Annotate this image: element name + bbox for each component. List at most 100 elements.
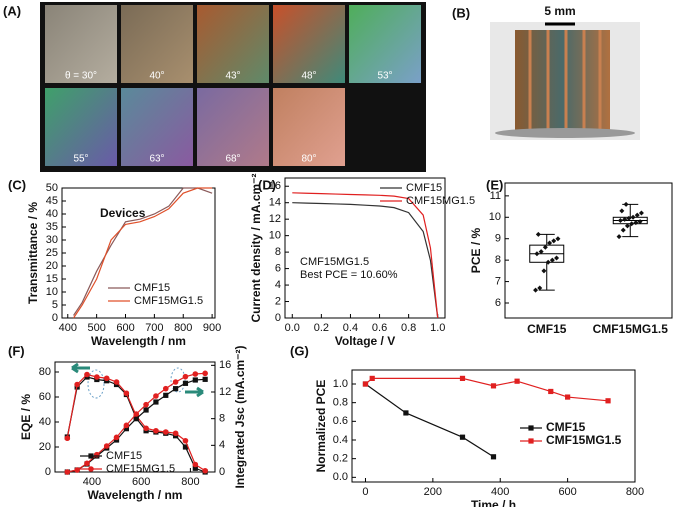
- point: [459, 375, 466, 381]
- point: [123, 390, 130, 397]
- panel-label: (D): [258, 177, 276, 192]
- point: [542, 244, 548, 250]
- point: [541, 268, 547, 274]
- point: [403, 410, 409, 416]
- point: [623, 201, 629, 207]
- point: [617, 218, 623, 223]
- point: [64, 435, 71, 442]
- highlight: [170, 367, 186, 393]
- point: [182, 437, 189, 444]
- arrow-right: [185, 386, 204, 398]
- point: [172, 430, 179, 437]
- photo-tile: [197, 88, 269, 166]
- x-tick-label: 800: [174, 322, 192, 334]
- x-tick-label: CMF15MG1.5: [593, 322, 669, 336]
- photo-tile: [349, 5, 421, 83]
- point: [547, 240, 553, 246]
- point: [143, 407, 149, 413]
- arrow-left: [71, 362, 90, 374]
- point: [84, 460, 90, 467]
- point: [626, 215, 632, 221]
- point: [629, 221, 635, 227]
- stripes: [528, 30, 602, 130]
- y-tick-label: 7: [495, 275, 501, 287]
- y2-tick-label: 4: [219, 439, 225, 451]
- legend-label: CMF15MG1.5: [106, 463, 175, 475]
- y-tick-label: 35: [46, 221, 58, 233]
- y-tick-label: 0.0: [333, 471, 348, 483]
- point: [163, 392, 169, 398]
- y-axis-label: EQE / %: [19, 394, 33, 440]
- y-tick-label: 20: [46, 260, 58, 272]
- x-tick-label: 200: [424, 486, 442, 498]
- angle-label: 63°: [149, 154, 164, 165]
- point: [533, 287, 539, 293]
- substrate: [495, 128, 635, 138]
- point: [74, 381, 80, 388]
- y2-tick-label: 0: [219, 466, 225, 478]
- legend-marker: [528, 425, 534, 431]
- point: [362, 381, 369, 387]
- annotation: Devices: [100, 206, 146, 220]
- series-line: [292, 202, 439, 319]
- point: [123, 422, 130, 429]
- x-tick-label: 700: [145, 322, 163, 334]
- panel-label: (A): [3, 3, 21, 18]
- point: [605, 398, 611, 404]
- point: [123, 426, 129, 432]
- point: [637, 219, 643, 225]
- photo-tile: [45, 88, 117, 166]
- panel-label: (F): [8, 343, 25, 358]
- point: [202, 467, 208, 474]
- y-tick-label: 8: [275, 246, 281, 258]
- point: [624, 223, 630, 229]
- point: [490, 383, 497, 389]
- x-tick-label: 600: [558, 486, 576, 498]
- x-tick-label: 0.0: [285, 322, 300, 334]
- point: [182, 444, 189, 450]
- x-tick-label: 800: [181, 476, 199, 488]
- point: [74, 467, 80, 473]
- point: [565, 394, 571, 400]
- point: [133, 416, 139, 422]
- point: [133, 411, 140, 417]
- point: [622, 216, 628, 222]
- x-tick-label: 0.8: [401, 322, 416, 334]
- point: [143, 425, 149, 432]
- series-line: [365, 383, 494, 458]
- point: [538, 249, 544, 255]
- y-axis-label: Current density / mA.cm⁻²: [249, 173, 263, 322]
- point: [619, 208, 625, 214]
- point: [630, 214, 636, 220]
- y-tick-label: 14: [269, 197, 281, 209]
- y-tick-label: 0.8: [333, 397, 348, 409]
- y-tick-label: 16: [269, 180, 281, 192]
- y-tick-label: 9: [495, 233, 501, 245]
- y-tick-label: 60: [39, 391, 51, 403]
- legend-label: CMF15: [106, 450, 142, 462]
- series-line: [73, 187, 213, 319]
- point: [192, 371, 199, 377]
- y-tick-label: 2: [275, 295, 281, 307]
- point: [192, 465, 198, 471]
- y-tick-label: 0: [45, 466, 51, 478]
- point: [103, 443, 110, 449]
- point: [113, 379, 120, 385]
- x-tick-label: 600: [132, 476, 150, 488]
- y-tick-label: 30: [46, 234, 58, 246]
- x-axis-label: Wavelength / nm: [91, 334, 186, 348]
- point: [555, 236, 561, 242]
- point: [202, 370, 208, 377]
- plot-frame: [284, 177, 446, 319]
- y2-tick-label: 12: [219, 386, 231, 398]
- point: [153, 393, 159, 399]
- legend-marker: [88, 453, 94, 459]
- point: [534, 251, 540, 257]
- y-tick-label: 50: [46, 182, 58, 194]
- y-tick-label: 1.0: [333, 378, 348, 390]
- photo-tile: [197, 5, 269, 83]
- point: [633, 220, 639, 226]
- y-tick-label: 8: [495, 254, 501, 266]
- scale-bar-label: 5 mm: [544, 4, 575, 18]
- y-tick-label: 0: [275, 312, 281, 324]
